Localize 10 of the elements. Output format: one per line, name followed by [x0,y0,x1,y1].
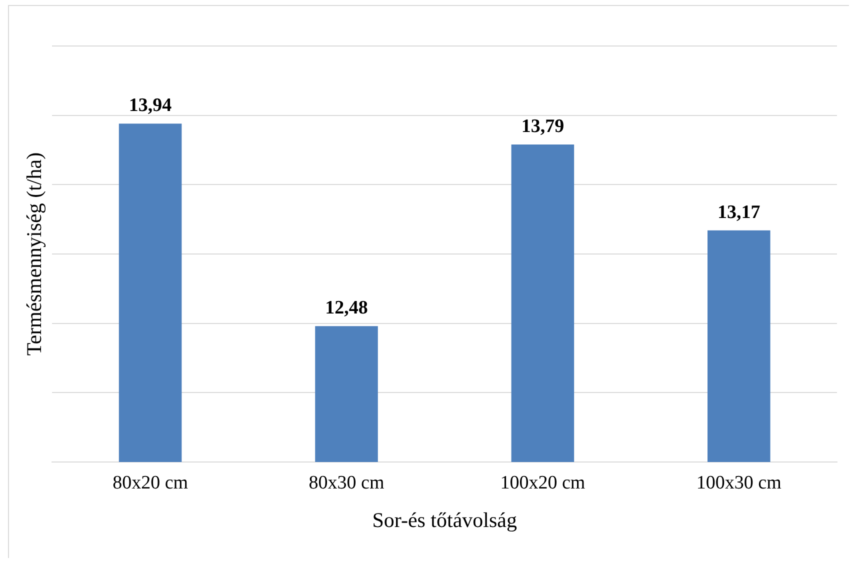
x-tick-label: 100x20 cm [500,472,586,494]
y-axis-title: Termésmennyiség (t/ha) [22,152,46,356]
x-tick-label: 80x20 cm [112,472,188,494]
data-label: 13,17 [718,202,761,223]
data-label: 13,79 [521,116,564,137]
x-axis-title: Sor-és tőtávolság [372,508,518,532]
x-tick-label: 80x30 cm [308,472,384,494]
x-tick-label: 100x30 cm [696,472,782,494]
data-label: 13,94 [128,95,172,116]
data-label: 12,48 [325,298,368,319]
